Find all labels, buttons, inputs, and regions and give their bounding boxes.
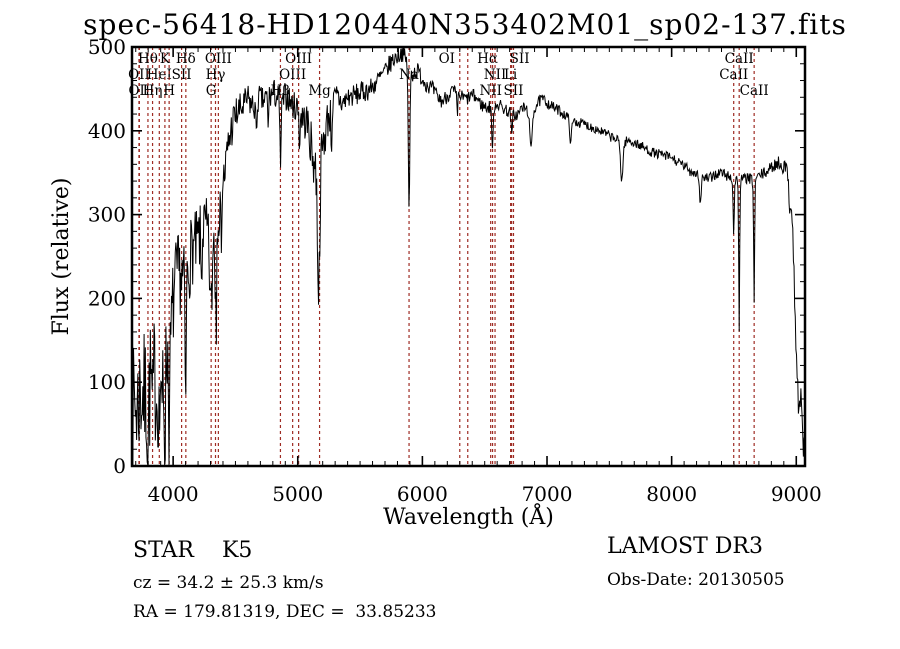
- svg-text:Hη: Hη: [143, 83, 163, 99]
- svg-text:SII: SII: [510, 51, 530, 67]
- survey-release-text: LAMOST DR3: [607, 534, 763, 559]
- svg-text:NII: NII: [479, 83, 501, 99]
- svg-text:Hθ: Hθ: [138, 51, 158, 67]
- svg-text:NII: NII: [484, 67, 506, 83]
- svg-text:H: H: [163, 83, 175, 99]
- svg-text:OIII: OIII: [285, 51, 312, 67]
- object-classification: STAR K5: [133, 538, 253, 563]
- svg-text:Li: Li: [504, 67, 518, 83]
- svg-text:SII: SII: [172, 67, 192, 83]
- svg-text:Mg: Mg: [308, 83, 331, 99]
- svg-text:OII: OII: [128, 83, 150, 99]
- svg-text:G: G: [206, 83, 217, 99]
- obs-date-text: Obs-Date: 20130505: [607, 570, 785, 590]
- spectrum-trace: [133, 48, 804, 465]
- svg-text:100: 100: [88, 370, 126, 394]
- svg-text:OII: OII: [128, 67, 150, 83]
- svg-text:300: 300: [88, 203, 126, 227]
- svg-text:Flux (relative): Flux (relative): [49, 177, 74, 335]
- svg-text:CaII: CaII: [740, 83, 769, 99]
- radial-velocity-text: cz = 34.2 ± 25.3 km/s: [133, 573, 324, 593]
- svg-text:Hγ: Hγ: [206, 67, 226, 83]
- svg-text:K: K: [160, 51, 171, 67]
- svg-text:400: 400: [88, 119, 126, 143]
- plot-title: spec-56418-HD120440N353402M01_sp02-137.f…: [83, 8, 847, 41]
- svg-text:7000: 7000: [522, 482, 573, 506]
- svg-text:SII: SII: [504, 83, 524, 99]
- svg-text:Wavelength (Å): Wavelength (Å): [383, 502, 554, 530]
- svg-text:9000: 9000: [771, 482, 822, 506]
- svg-text:OIII: OIII: [205, 51, 232, 67]
- svg-text:CaII: CaII: [725, 51, 754, 67]
- svg-text:8000: 8000: [646, 482, 697, 506]
- svg-text:Hα: Hα: [477, 51, 498, 67]
- svg-text:500: 500: [88, 35, 126, 59]
- svg-text:OIII: OIII: [279, 67, 306, 83]
- svg-text:200: 200: [88, 286, 126, 310]
- svg-text:CaII: CaII: [719, 67, 748, 83]
- svg-text:4000: 4000: [148, 482, 199, 506]
- svg-text:Hδ: Hδ: [176, 51, 196, 67]
- svg-text:6000: 6000: [397, 482, 448, 506]
- svg-text:0: 0: [113, 454, 126, 478]
- svg-text:HeI: HeI: [147, 67, 172, 83]
- svg-text:OI: OI: [439, 51, 455, 67]
- ra-dec-text: RA = 179.81319, DEC = 33.85233: [133, 602, 437, 622]
- svg-text:5000: 5000: [272, 482, 323, 506]
